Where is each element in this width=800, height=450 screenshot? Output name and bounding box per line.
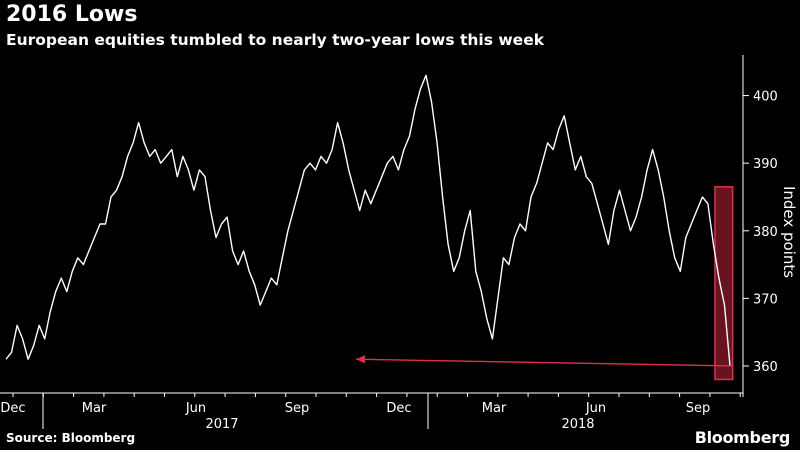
chart-subtitle: European equities tumbled to nearly two-… [6, 31, 545, 49]
chart-title: 2016 Lows [6, 2, 138, 27]
arrow-head [356, 355, 365, 364]
x-tick-label: Sep [686, 401, 711, 416]
x-tick-label: Dec [386, 401, 411, 416]
y-tick-label: 380 [753, 225, 778, 240]
x-tick-label: Jun [585, 401, 606, 416]
arrow-line [355, 358, 734, 367]
y-tick-label: 370 [753, 292, 778, 307]
x-tick-label: Dec [0, 401, 25, 416]
x-tick-label: Jun [185, 401, 206, 416]
x-tick-label: Mar [482, 401, 507, 416]
x-tick-label: Sep [285, 401, 310, 416]
source-note: Source: Bloomberg [6, 431, 136, 445]
x-tick-label: Mar [82, 401, 107, 416]
axes: 360 370 380 390 400 Dec Mar Jun Sep Dec Mar Jun Sep 2… [0, 55, 778, 432]
bloomberg-logo: Bloomberg [694, 428, 791, 447]
series-line [5, 74, 731, 367]
highlight-box [714, 186, 734, 381]
plot-area [5, 74, 734, 381]
y-tick-label: 360 [753, 360, 778, 375]
y-axis-title: Index points [780, 186, 798, 278]
x-year-label: 2018 [561, 417, 594, 432]
y-tick-label: 390 [753, 157, 778, 172]
x-year-label: 2017 [205, 417, 238, 432]
y-tick-label: 400 [753, 90, 778, 105]
